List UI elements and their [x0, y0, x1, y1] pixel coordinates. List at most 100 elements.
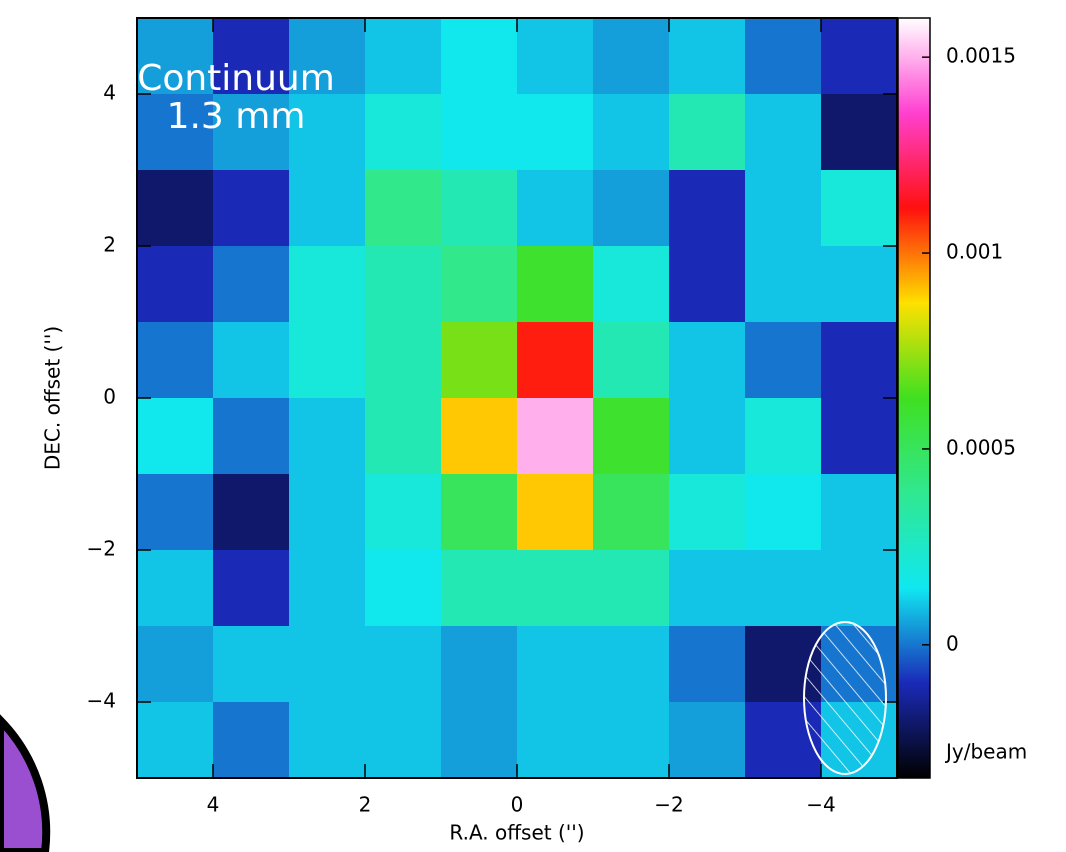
heatmap-cell: [289, 170, 366, 247]
heatmap-cell: [137, 702, 214, 779]
heatmap-cell: [289, 322, 366, 399]
heatmap-cell: [365, 246, 442, 323]
heatmap-cell: [289, 550, 366, 627]
heatmap-cell: [593, 94, 670, 171]
heatmap-cell: [441, 550, 518, 627]
heatmap-cell: [593, 398, 670, 475]
heatmap-cell: [213, 322, 290, 399]
heatmap-cell: [821, 170, 898, 247]
heatmap-cell: [517, 18, 594, 95]
x-tick-label: −4: [806, 793, 835, 817]
heatmap-cell: [365, 550, 442, 627]
heatmap-cell: [669, 474, 746, 551]
heatmap-cell: [669, 246, 746, 323]
heatmap-cell: [441, 322, 518, 399]
heatmap-cell: [669, 170, 746, 247]
heatmap-cell: [593, 246, 670, 323]
heatmap-cell: [137, 246, 214, 323]
heatmap-cell: [745, 246, 822, 323]
heatmap-cell: [821, 550, 898, 627]
heatmap-cell: [669, 94, 746, 171]
y-axis-label: DEC. offset (''): [41, 326, 65, 470]
heatmap-cell: [289, 474, 366, 551]
colorbar-tick-label: 0.0005: [946, 435, 1016, 459]
heatmap-cell: [517, 246, 594, 323]
heatmap-cell: [821, 94, 898, 171]
colorbar: [898, 18, 930, 779]
heatmap-cell: [137, 322, 214, 399]
heatmap-cell: [669, 18, 746, 95]
heatmap-cell: [213, 474, 290, 551]
heatmap-cell: [745, 18, 822, 95]
colorbar-tick-label: 0.0015: [946, 44, 1016, 68]
beam: [804, 622, 886, 774]
heatmap-cell: [821, 18, 898, 95]
heatmap-cell: [137, 626, 214, 703]
heatmap-cell: [213, 398, 290, 475]
heatmap-cell: [593, 702, 670, 779]
x-tick-label: −2: [654, 793, 683, 817]
heatmap-cell: [669, 398, 746, 475]
x-tick-label: 2: [359, 793, 372, 817]
heatmap-cell: [517, 550, 594, 627]
heatmap-cell: [365, 170, 442, 247]
heatmap-cell: [593, 18, 670, 95]
heatmap-cell: [289, 626, 366, 703]
heatmap-cell: [517, 322, 594, 399]
heatmap-cell: [137, 170, 214, 247]
heatmap-cell: [137, 550, 214, 627]
heatmap-cell: [365, 626, 442, 703]
annotation: 1.3 mm: [167, 96, 306, 137]
heatmap-cell: [213, 702, 290, 779]
chart: R.A. offset ('') DEC. offset ('') Jy/bea…: [0, 0, 1066, 852]
y-tick-label: 2: [103, 233, 116, 257]
heatmap-cell: [441, 246, 518, 323]
heatmap-cell: [365, 94, 442, 171]
heatmap-cell: [821, 474, 898, 551]
heatmap-cell: [137, 474, 214, 551]
heatmap-cell: [745, 170, 822, 247]
x-tick-label: 4: [207, 793, 220, 817]
heatmap-cell: [517, 474, 594, 551]
heatmap-cell: [213, 550, 290, 627]
y-tick-label: 4: [103, 81, 116, 105]
heatmap-cell: [213, 170, 290, 247]
y-tick-label: −2: [87, 537, 116, 561]
heatmap-cell: [745, 398, 822, 475]
heatmap-cell: [745, 550, 822, 627]
heatmap-cell: [745, 94, 822, 171]
heatmap-cell: [669, 550, 746, 627]
heatmap-cell: [213, 246, 290, 323]
heatmap-cell: [441, 18, 518, 95]
heatmap-cell: [365, 18, 442, 95]
heatmap-cell: [669, 626, 746, 703]
heatmap-cell: [517, 626, 594, 703]
heatmap-cell: [669, 322, 746, 399]
heatmap-cell: [289, 398, 366, 475]
annotation: Continuum: [137, 58, 335, 99]
heatmap-cell: [441, 702, 518, 779]
heatmap-cell: [821, 322, 898, 399]
heatmap-cell: [517, 398, 594, 475]
heatmap-cell: [745, 474, 822, 551]
heatmap-cell: [593, 170, 670, 247]
heatmap-cell: [517, 94, 594, 171]
heatmap-cell: [137, 398, 214, 475]
corner-decoration: [0, 720, 46, 852]
heatmap-cell: [365, 398, 442, 475]
heatmap-cell: [441, 398, 518, 475]
y-tick-label: −4: [87, 689, 116, 713]
heatmap-cell: [441, 170, 518, 247]
heatmap-cell: [593, 474, 670, 551]
heatmap-cell: [365, 474, 442, 551]
heatmap-cell: [821, 398, 898, 475]
heatmap-cell: [441, 94, 518, 171]
heatmap-cell: [441, 474, 518, 551]
x-tick-label: 0: [511, 793, 524, 817]
heatmap-cell: [745, 322, 822, 399]
heatmap-cell: [365, 702, 442, 779]
heatmap-cell: [593, 322, 670, 399]
x-axis-label: R.A. offset (''): [449, 821, 584, 845]
y-tick-label: 0: [103, 385, 116, 409]
heatmap-cell: [593, 550, 670, 627]
